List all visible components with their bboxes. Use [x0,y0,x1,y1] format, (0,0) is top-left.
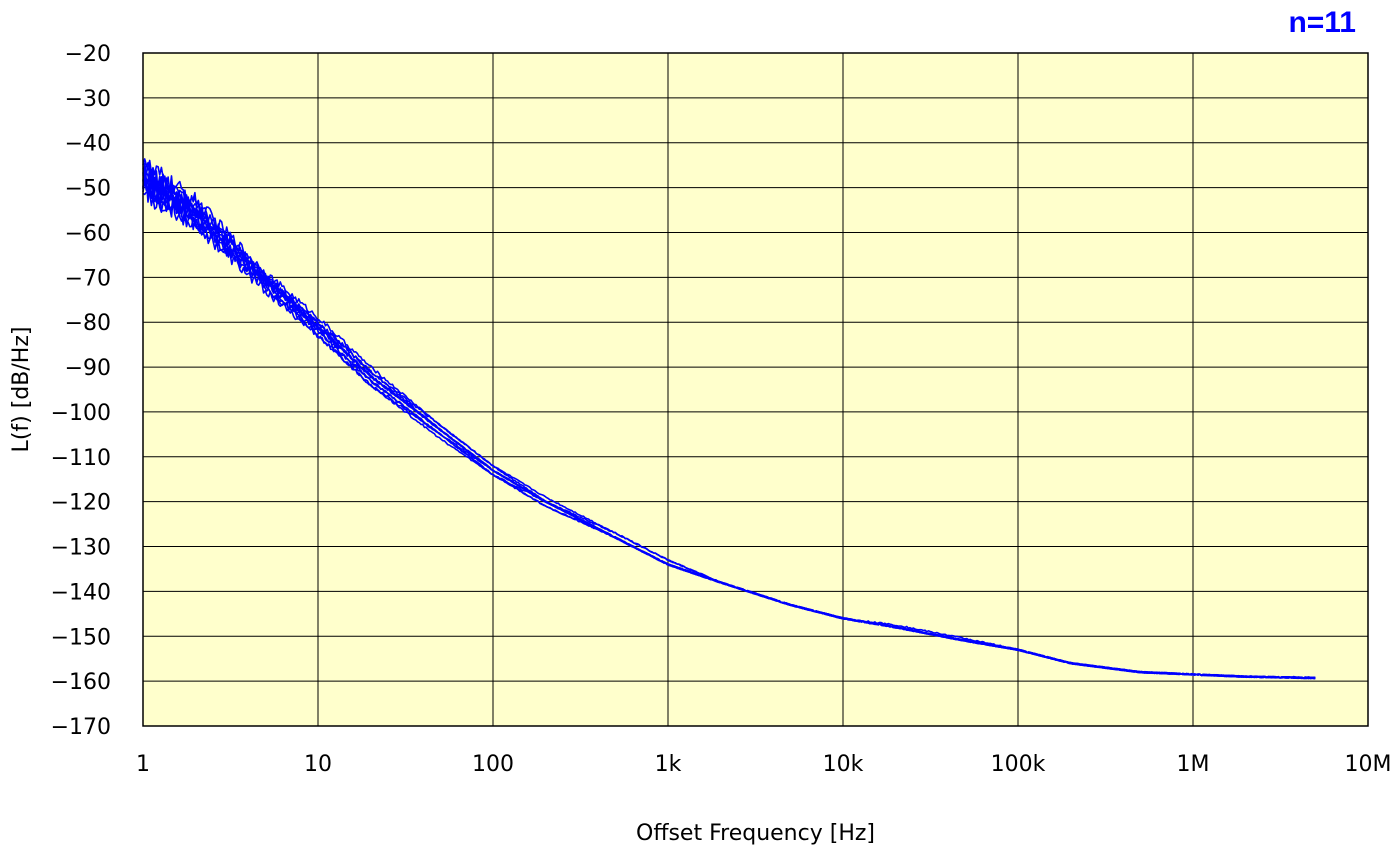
x-tick-label: 1k [655,752,682,777]
x-axis-ticks: 1 10 100 1k 10k 100k 1M 10M [136,752,1391,777]
y-axis-title: L(f) [dB/Hz] [9,327,34,453]
y-axis-ticks: −20 −30 −40 −50 −60 −70 −80 −90 −100 −110 −120 −130… [51,42,111,740]
y-tick-label: −40 [65,132,111,157]
x-tick-label: 10 [304,752,332,777]
gridlines [142,52,1369,727]
y-tick-label: −170 [51,715,111,740]
y-tick-label: −110 [51,446,111,471]
y-tick-label: −80 [65,311,111,336]
y-tick-label: −70 [65,266,111,291]
y-tick-label: −100 [51,401,111,426]
x-axis-title: Offset Frequency [Hz] [636,821,875,846]
y-tick-label: −50 [65,177,111,202]
x-tick-label: 1 [136,752,150,777]
x-tick-label: 100 [472,752,514,777]
plot-area [143,53,1368,726]
y-tick-label: −90 [65,356,111,381]
x-tick-label: 100k [991,752,1046,777]
y-tick-label: −130 [51,536,111,561]
plot-frame [142,52,1369,727]
y-tick-label: −150 [51,625,111,650]
series-layer [142,158,1316,680]
y-tick-label: −60 [65,221,111,246]
series-line [142,166,1316,680]
y-tick-label: −20 [65,42,111,67]
y-tick-label: −160 [51,670,111,695]
sample-count-annotation: n=11 [1288,6,1356,39]
y-tick-label: −140 [51,580,111,605]
y-tick-label: −30 [65,87,111,112]
x-tick-label: 10M [1345,752,1392,777]
y-tick-label: −120 [51,491,111,516]
x-tick-label: 1M [1177,752,1210,777]
x-tick-label: 10k [823,752,864,777]
